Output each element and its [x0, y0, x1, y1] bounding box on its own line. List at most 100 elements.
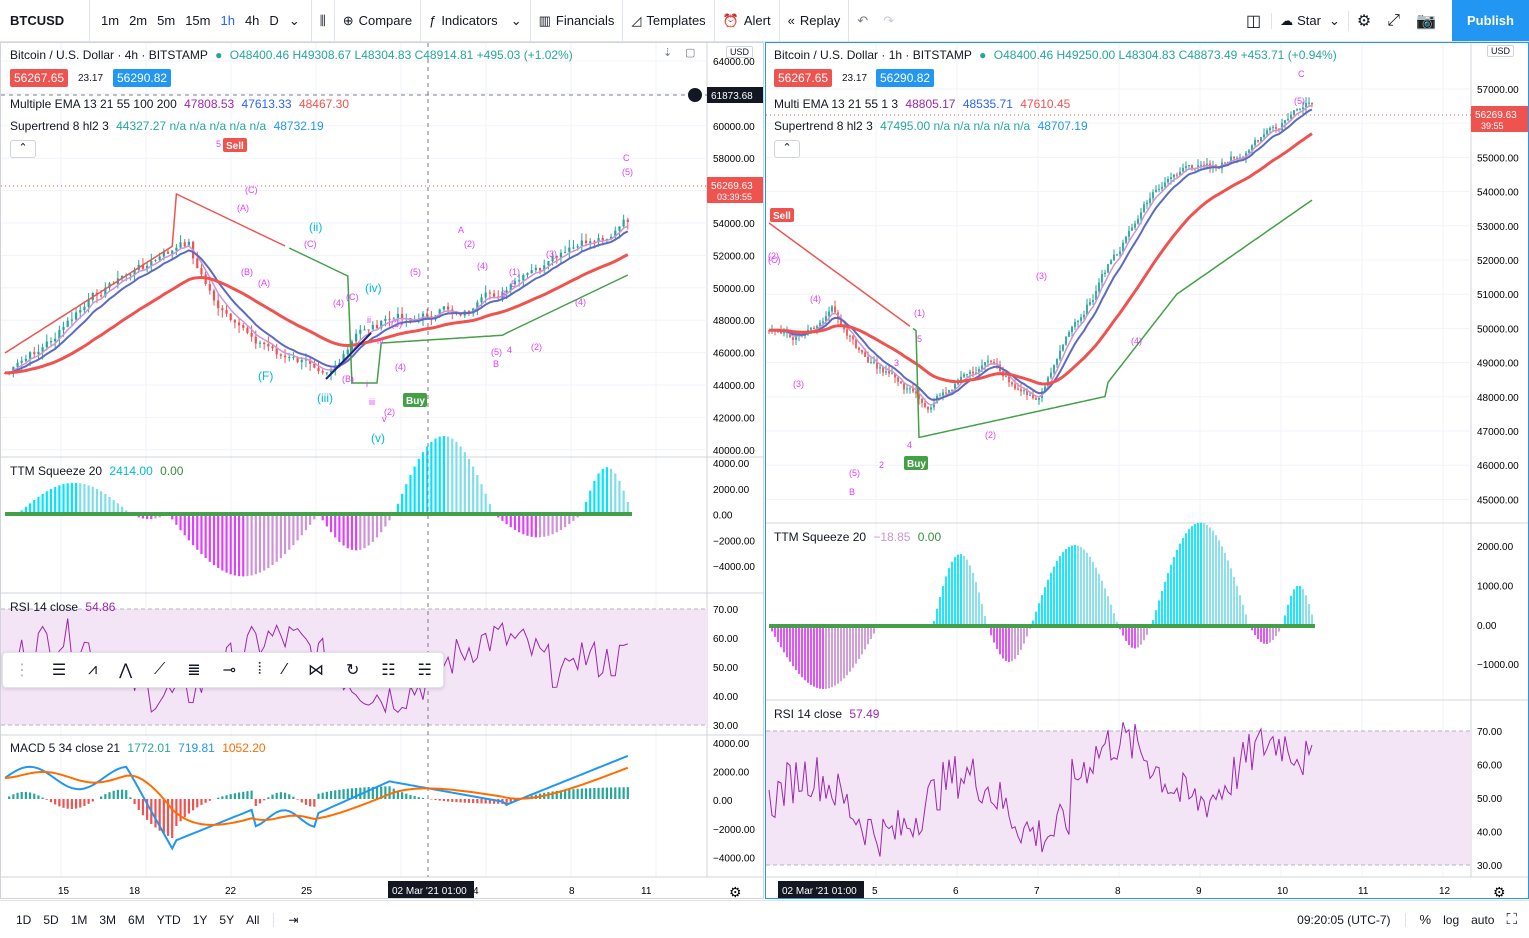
- left-macd-name[interactable]: MACD 5 34 close 21: [10, 741, 121, 755]
- elliott-wave-icon[interactable]: ⋈: [308, 662, 325, 679]
- interval-5m[interactable]: 5m: [157, 13, 176, 28]
- abc-pattern-icon[interactable]: ⋀: [119, 662, 133, 679]
- left-rsi-name[interactable]: RSI 14 close: [10, 600, 79, 614]
- interval-15m[interactable]: 15m: [185, 13, 211, 28]
- candle-body: [325, 372, 328, 374]
- left-st-name[interactable]: Supertrend 8 hl2 3: [10, 119, 109, 133]
- financials-button[interactable]: ▥ Financials: [529, 0, 623, 41]
- candle-body: [1287, 118, 1289, 121]
- indicators-button[interactable]: ƒ Indicators ⌄: [420, 0, 530, 41]
- range-1d[interactable]: 1D: [16, 912, 32, 927]
- left-bid-pill[interactable]: 56267.65: [10, 69, 69, 87]
- ray-icon[interactable]: ⁄: [283, 661, 287, 678]
- star-label[interactable]: Star: [1297, 13, 1321, 28]
- candle-body: [300, 359, 303, 363]
- candle-body: [792, 337, 794, 341]
- drag-handle-icon[interactable]: ⋮: [13, 662, 30, 679]
- left-chart[interactable]: 64000.0062000.0060000.0058000.0056000.00…: [0, 42, 764, 899]
- right-ema-name[interactable]: Multi EMA 13 21 55 1 3: [774, 97, 899, 111]
- layout-icon[interactable]: ◫: [1246, 12, 1262, 30]
- gear-icon[interactable]: ⚙: [1347, 10, 1379, 31]
- candle-body: [1152, 192, 1154, 199]
- candle-body: [20, 360, 23, 363]
- candle-body: [1200, 164, 1202, 166]
- interval-1h[interactable]: 1h: [220, 13, 235, 28]
- range-6m[interactable]: 6M: [128, 912, 145, 927]
- chevron-down-icon[interactable]: ⌄: [288, 12, 300, 28]
- wave-label: (iv): [365, 281, 382, 295]
- interval-4h[interactable]: 4h: [244, 13, 260, 28]
- right-ttm-name[interactable]: TTM Squeeze 20: [774, 530, 867, 544]
- wave-label: C: [623, 153, 630, 163]
- templates-button[interactable]: ◿ Templates: [622, 0, 713, 41]
- wave-label: (5): [1294, 96, 1305, 106]
- candle-body: [1173, 174, 1175, 178]
- range-5d[interactable]: 5D: [43, 912, 59, 927]
- settings-lines-icon[interactable]: ☷: [381, 662, 396, 679]
- right-bid-pill[interactable]: 56267.65: [774, 69, 833, 87]
- publish-button[interactable]: Publish: [1452, 0, 1529, 41]
- candle-body: [342, 354, 345, 364]
- right-chart[interactable]: 57000.0056000.0055000.0054000.0053000.00…: [765, 42, 1529, 899]
- interval-2m[interactable]: 2m: [129, 13, 148, 28]
- left-currency-label[interactable]: USD: [726, 46, 754, 58]
- fib-icon[interactable]: ≣: [187, 662, 201, 679]
- maximize-icon[interactable]: ▢: [685, 47, 696, 59]
- chart-type-button[interactable]: ⫼: [310, 0, 334, 41]
- redo-icon[interactable]: ↷: [883, 12, 895, 28]
- fullscreen-icon[interactable]: ⤢: [1387, 11, 1401, 29]
- range-5y[interactable]: 5Y: [219, 912, 235, 927]
- trend-tools-icon[interactable]: ☰: [51, 662, 67, 679]
- symbol-search[interactable]: BTCUSD: [0, 0, 90, 41]
- candle-body: [250, 332, 253, 337]
- right-st-name[interactable]: Supertrend 8 hl2 3: [774, 119, 873, 133]
- percent-toggle[interactable]: %: [1419, 912, 1432, 927]
- time-tick: 15: [58, 886, 70, 897]
- candle-body: [876, 361, 878, 369]
- range-3m[interactable]: 3M: [99, 912, 117, 927]
- replay-button[interactable]: « Replay: [778, 0, 849, 41]
- compare-button[interactable]: ⊕ Compare: [333, 0, 420, 41]
- range-all[interactable]: All: [246, 912, 260, 927]
- chevron-down-icon[interactable]: ⌄: [1328, 12, 1340, 28]
- list-settings-icon[interactable]: ☵: [417, 662, 432, 679]
- left-symbol-title[interactable]: Bitcoin / U.S. Dollar · 4h · BITSTAMP: [10, 48, 208, 62]
- collapse-legend-button[interactable]: ⌃: [10, 140, 36, 158]
- interval-d[interactable]: D: [269, 13, 279, 28]
- vertical-lines-icon[interactable]: ⦙: [257, 661, 262, 678]
- right-rsi-value: 57.49: [849, 707, 880, 721]
- right-rsi-name[interactable]: RSI 14 close: [774, 707, 843, 721]
- right-ask-pill[interactable]: 56290.82: [876, 69, 935, 87]
- collapse-legend-button[interactable]: ⌃: [774, 140, 800, 158]
- camera-icon[interactable]: 📷: [1416, 12, 1436, 30]
- buy-label: Buy: [907, 459, 926, 470]
- horizontal-ray-icon[interactable]: ⊸: [222, 662, 236, 679]
- goto-date-icon[interactable]: ⇥: [273, 912, 304, 927]
- range-1y[interactable]: 1Y: [192, 912, 208, 927]
- trend-line-icon[interactable]: ⟋: [154, 661, 166, 678]
- left-ema-name[interactable]: Multiple EMA 13 21 55 100 200: [10, 97, 177, 111]
- price-tick: 48000.00: [713, 316, 755, 327]
- undo-button[interactable]: ↶ ↷: [848, 0, 902, 41]
- xabcd-pattern-icon[interactable]: ⩘: [88, 661, 98, 678]
- left-ask-pill[interactable]: 56290.82: [113, 69, 172, 87]
- buy-tag-bg: [403, 393, 427, 407]
- range-1m[interactable]: 1M: [70, 912, 88, 927]
- auto-toggle[interactable]: auto: [1471, 912, 1495, 927]
- scroll-down-icon[interactable]: ⇣: [663, 47, 673, 59]
- right-symbol-title[interactable]: Bitcoin / U.S. Dollar · 1h · BITSTAMP: [774, 48, 972, 62]
- right-currency-label[interactable]: USD: [1487, 45, 1515, 57]
- candle-body: [1248, 150, 1250, 153]
- price-tick: 53000.00: [1477, 222, 1519, 233]
- fullscreen-icon[interactable]: ⛶: [1506, 911, 1517, 928]
- cloud-icon[interactable]: ☁: [1271, 12, 1297, 29]
- range-ytd[interactable]: YTD: [156, 912, 181, 927]
- right-chart-canvas[interactable]: 57000.0056000.0055000.0054000.0053000.00…: [766, 43, 1528, 898]
- wave-label: (5): [491, 347, 502, 357]
- alert-button[interactable]: ⏰ Alert: [713, 0, 779, 41]
- left-ttm-name[interactable]: TTM Squeeze 20: [10, 464, 103, 478]
- interval-1m[interactable]: 1m: [101, 13, 120, 28]
- cycle-icon[interactable]: ↻: [345, 662, 360, 679]
- log-toggle[interactable]: log: [1443, 912, 1460, 927]
- clock-label[interactable]: 09:20:05 (UTC-7): [1297, 912, 1406, 927]
